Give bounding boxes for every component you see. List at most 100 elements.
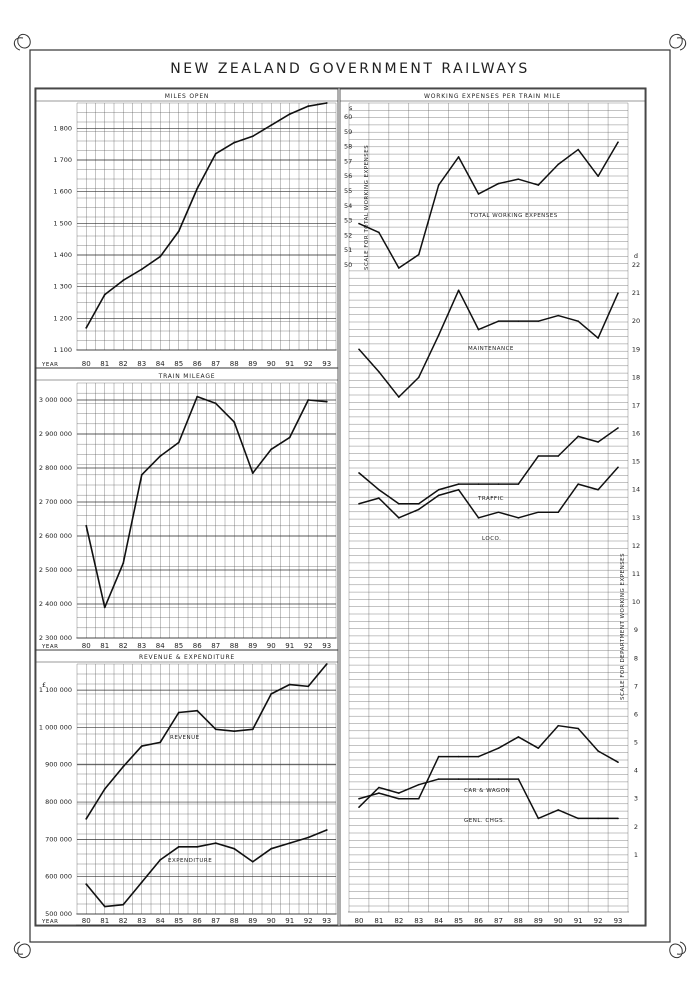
- series-line-expenditure: [85, 829, 328, 908]
- panel-title: WORKING EXPENSES PER TRAIN MILE: [424, 93, 561, 100]
- panel-year-label: 90: [267, 642, 276, 650]
- data-point: [557, 163, 560, 166]
- data-point: [597, 488, 599, 491]
- data-point: [85, 326, 88, 329]
- data-point: [457, 755, 460, 758]
- series-label: TOTAL WORKING EXPENSES: [469, 213, 558, 219]
- outer-border: [29, 49, 671, 943]
- data-point: [417, 783, 420, 786]
- panel-year-label: 89: [248, 917, 257, 925]
- data-point: [497, 511, 500, 513]
- right-panel-year-label: 90: [554, 917, 563, 925]
- y-tick-label: 2 800 000: [39, 464, 72, 472]
- right-tick-label: 8: [634, 654, 638, 662]
- data-point: [457, 778, 460, 780]
- series-label: MAINTENANCE: [468, 346, 514, 352]
- data-point: [177, 711, 180, 714]
- data-point: [557, 809, 560, 811]
- data-point: [537, 747, 540, 749]
- right-tick-label: 11: [632, 570, 640, 578]
- right-tick-label: 20: [632, 317, 640, 325]
- right-tick-label: 17: [632, 401, 640, 409]
- data-point: [617, 292, 619, 294]
- left-tick-label: 58: [344, 143, 352, 151]
- data-point: [497, 778, 500, 780]
- data-point: [196, 187, 199, 190]
- data-point: [177, 441, 180, 444]
- y-tick-label: 1 100: [53, 346, 72, 354]
- left-tick-label: 60: [344, 113, 352, 121]
- right-unit-label: d: [634, 252, 638, 260]
- panel-year-label: 81: [100, 360, 109, 368]
- data-point: [437, 755, 440, 758]
- data-point: [537, 511, 540, 513]
- left-tick-label: 50: [344, 261, 352, 269]
- left-tick-label: 57: [344, 157, 352, 165]
- series-line-maintenance: [358, 289, 619, 398]
- panel-year-label: 92: [304, 917, 313, 925]
- y-tick-label: 2 600 000: [39, 532, 72, 540]
- y-tick-label: 2 500 000: [39, 566, 72, 574]
- inner-border: [34, 87, 647, 927]
- y-tick-label: 700 000: [45, 835, 72, 843]
- panel-year-label: 82: [119, 360, 128, 368]
- panel-year-label: 84: [156, 917, 165, 925]
- series-label: GENL. CHGS.: [464, 818, 505, 824]
- y-tick-label: 2 700 000: [39, 498, 72, 506]
- data-point: [358, 806, 360, 808]
- right-tick-label: 3: [634, 795, 638, 803]
- data-point: [270, 448, 273, 451]
- panel-year-label: 80: [82, 917, 91, 925]
- right-tick-label: 4: [634, 767, 638, 775]
- data-point: [307, 836, 310, 839]
- y-tick-label: 2 900 000: [39, 430, 72, 438]
- right-panel-year-label: 83: [414, 917, 423, 925]
- right-panel-year-label: 81: [374, 917, 383, 925]
- data-point: [497, 483, 500, 485]
- panel-year-label: 81: [100, 642, 109, 650]
- right-panel-year-label: 87: [494, 917, 503, 925]
- panel-year-label: 83: [137, 917, 146, 925]
- data-point: [103, 293, 106, 296]
- data-point: [122, 903, 125, 906]
- data-point: [517, 736, 520, 738]
- panel-working-expenses: WORKING EXPENSES PER TRAIN MILEs60595857…: [339, 88, 646, 926]
- series-line-traffic: [358, 427, 619, 505]
- data-point: [325, 400, 328, 403]
- data-point: [577, 483, 579, 485]
- data-point: [617, 817, 619, 820]
- y-tick-label: 600 000: [45, 873, 72, 881]
- data-point: [597, 750, 599, 752]
- data-point: [617, 466, 619, 469]
- data-point: [177, 230, 180, 233]
- data-point: [251, 728, 254, 731]
- data-point: [577, 727, 579, 730]
- right-tick-label: 15: [632, 458, 640, 466]
- series-label: LOCO.: [482, 536, 501, 542]
- right-panel-year-label: 80: [355, 917, 364, 925]
- data-point: [557, 724, 560, 727]
- data-point: [497, 182, 500, 185]
- panel-year-label: 86: [193, 360, 202, 368]
- data-point: [140, 745, 143, 747]
- y-tick-label: 1 700: [53, 156, 72, 164]
- data-point: [358, 348, 360, 351]
- right-panel-year-label: 84: [434, 917, 443, 925]
- panel-year-label: 93: [322, 917, 331, 925]
- data-point: [437, 488, 440, 491]
- left-tick-label: 59: [344, 128, 352, 136]
- data-point: [398, 502, 400, 505]
- right-panel-year-label: 88: [514, 917, 523, 925]
- data-point: [517, 178, 520, 180]
- data-point: [325, 663, 328, 665]
- series-line-genl-chgs-: [358, 778, 619, 820]
- chart-layer: MILES OPEN 1 800 1 700 1 600 1 500 1 400 1 300…: [35, 88, 646, 926]
- data-point: [457, 289, 460, 292]
- panel-title: REVENUE & EXPENDITURE: [139, 654, 235, 661]
- left-tick-label: 56: [344, 172, 352, 180]
- data-point: [517, 517, 520, 519]
- data-point: [577, 320, 579, 322]
- data-point: [457, 483, 460, 485]
- corner-flourish-4: [669, 941, 687, 959]
- data-point: [477, 328, 480, 331]
